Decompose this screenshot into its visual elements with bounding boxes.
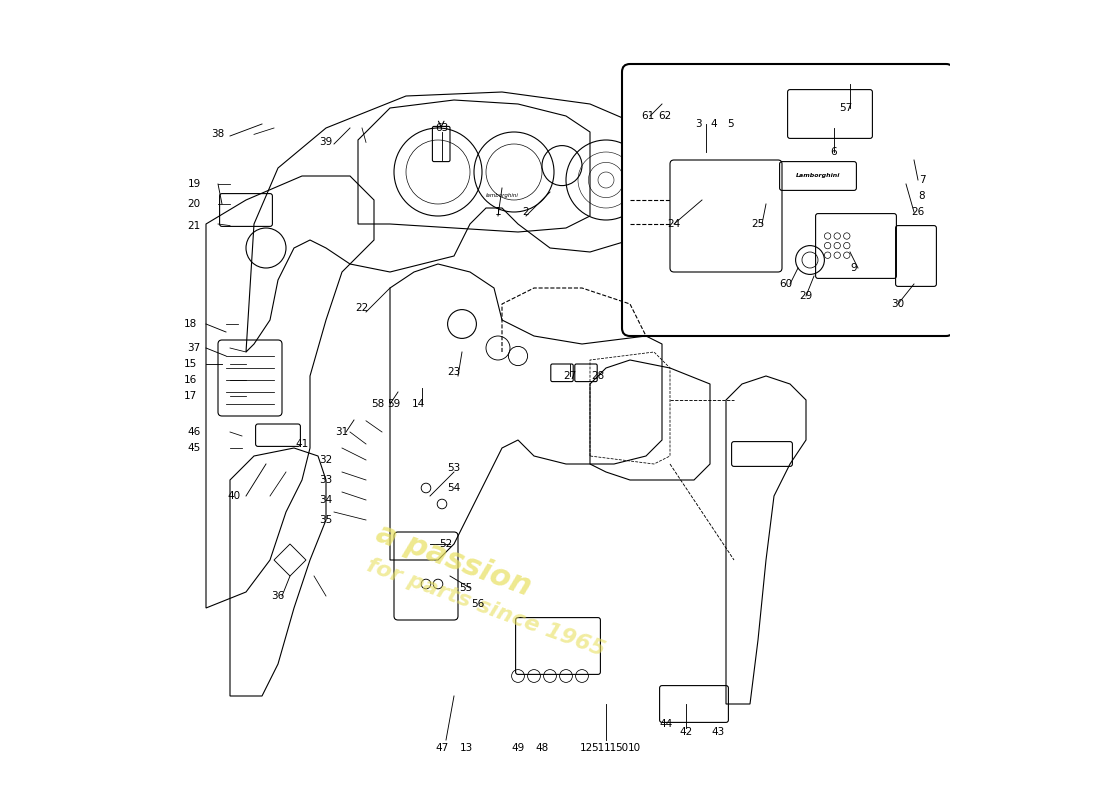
- Text: 25: 25: [751, 219, 764, 229]
- Text: 49: 49: [512, 743, 525, 753]
- Text: 47: 47: [436, 743, 449, 753]
- Text: 34: 34: [319, 495, 332, 505]
- Text: lamborghini: lamborghini: [485, 194, 518, 198]
- Text: 29: 29: [800, 291, 813, 301]
- Text: 27: 27: [563, 371, 576, 381]
- Text: 59: 59: [387, 399, 400, 409]
- Text: 6: 6: [830, 147, 837, 157]
- Text: 46: 46: [187, 427, 200, 437]
- Text: 9: 9: [850, 263, 857, 273]
- Text: 56: 56: [472, 599, 485, 609]
- Text: 62: 62: [658, 111, 671, 121]
- Text: 21: 21: [187, 221, 200, 230]
- Text: 26: 26: [912, 207, 925, 217]
- Text: for parts since 1965: for parts since 1965: [364, 555, 608, 661]
- Text: 53: 53: [448, 463, 461, 473]
- Text: 35: 35: [319, 515, 332, 525]
- Text: 38: 38: [211, 130, 224, 139]
- Text: 22: 22: [355, 303, 368, 313]
- Text: 1: 1: [495, 207, 502, 217]
- Text: a passion: a passion: [372, 518, 536, 602]
- Text: 4: 4: [711, 119, 717, 129]
- Text: 8: 8: [918, 191, 925, 201]
- Text: 48: 48: [536, 743, 549, 753]
- Text: 14: 14: [411, 399, 425, 409]
- Text: 45: 45: [187, 443, 200, 453]
- Text: 32: 32: [319, 455, 332, 465]
- Text: 2: 2: [522, 207, 529, 217]
- Text: 31: 31: [336, 427, 349, 437]
- Text: 41: 41: [296, 439, 309, 449]
- Text: 52: 52: [439, 539, 452, 549]
- Text: 39: 39: [319, 138, 332, 147]
- Text: 44: 44: [659, 719, 672, 729]
- FancyBboxPatch shape: [621, 64, 954, 336]
- Text: 63: 63: [436, 123, 449, 133]
- Text: Lamborghini: Lamborghini: [795, 174, 840, 178]
- Text: 23: 23: [448, 367, 461, 377]
- Text: 18: 18: [184, 319, 197, 329]
- Text: 20: 20: [187, 199, 200, 209]
- Text: 11: 11: [604, 743, 617, 753]
- Text: 54: 54: [448, 483, 461, 493]
- Text: 15: 15: [184, 359, 197, 369]
- Text: 19: 19: [187, 179, 200, 189]
- Text: 40: 40: [228, 491, 241, 501]
- Text: 57: 57: [839, 103, 853, 113]
- Text: 7: 7: [918, 175, 925, 185]
- Text: 5: 5: [727, 119, 734, 129]
- Text: 42: 42: [680, 727, 693, 737]
- Text: 58: 58: [372, 399, 385, 409]
- Text: 3: 3: [695, 119, 702, 129]
- Text: 24: 24: [668, 219, 681, 229]
- Text: 50: 50: [615, 743, 628, 753]
- Text: 37: 37: [187, 343, 200, 353]
- Text: 51: 51: [592, 743, 605, 753]
- Text: 33: 33: [319, 475, 332, 485]
- Text: 55: 55: [460, 583, 473, 593]
- Text: 28: 28: [592, 371, 605, 381]
- Text: 61: 61: [641, 111, 654, 121]
- Text: 43: 43: [712, 727, 725, 737]
- Text: 17: 17: [184, 391, 197, 401]
- Text: 30: 30: [891, 299, 904, 309]
- Text: 36: 36: [272, 591, 285, 601]
- Text: 16: 16: [184, 375, 197, 385]
- Text: 60: 60: [780, 279, 793, 289]
- Text: 12: 12: [580, 743, 593, 753]
- Text: 13: 13: [460, 743, 473, 753]
- Text: 10: 10: [627, 743, 640, 753]
